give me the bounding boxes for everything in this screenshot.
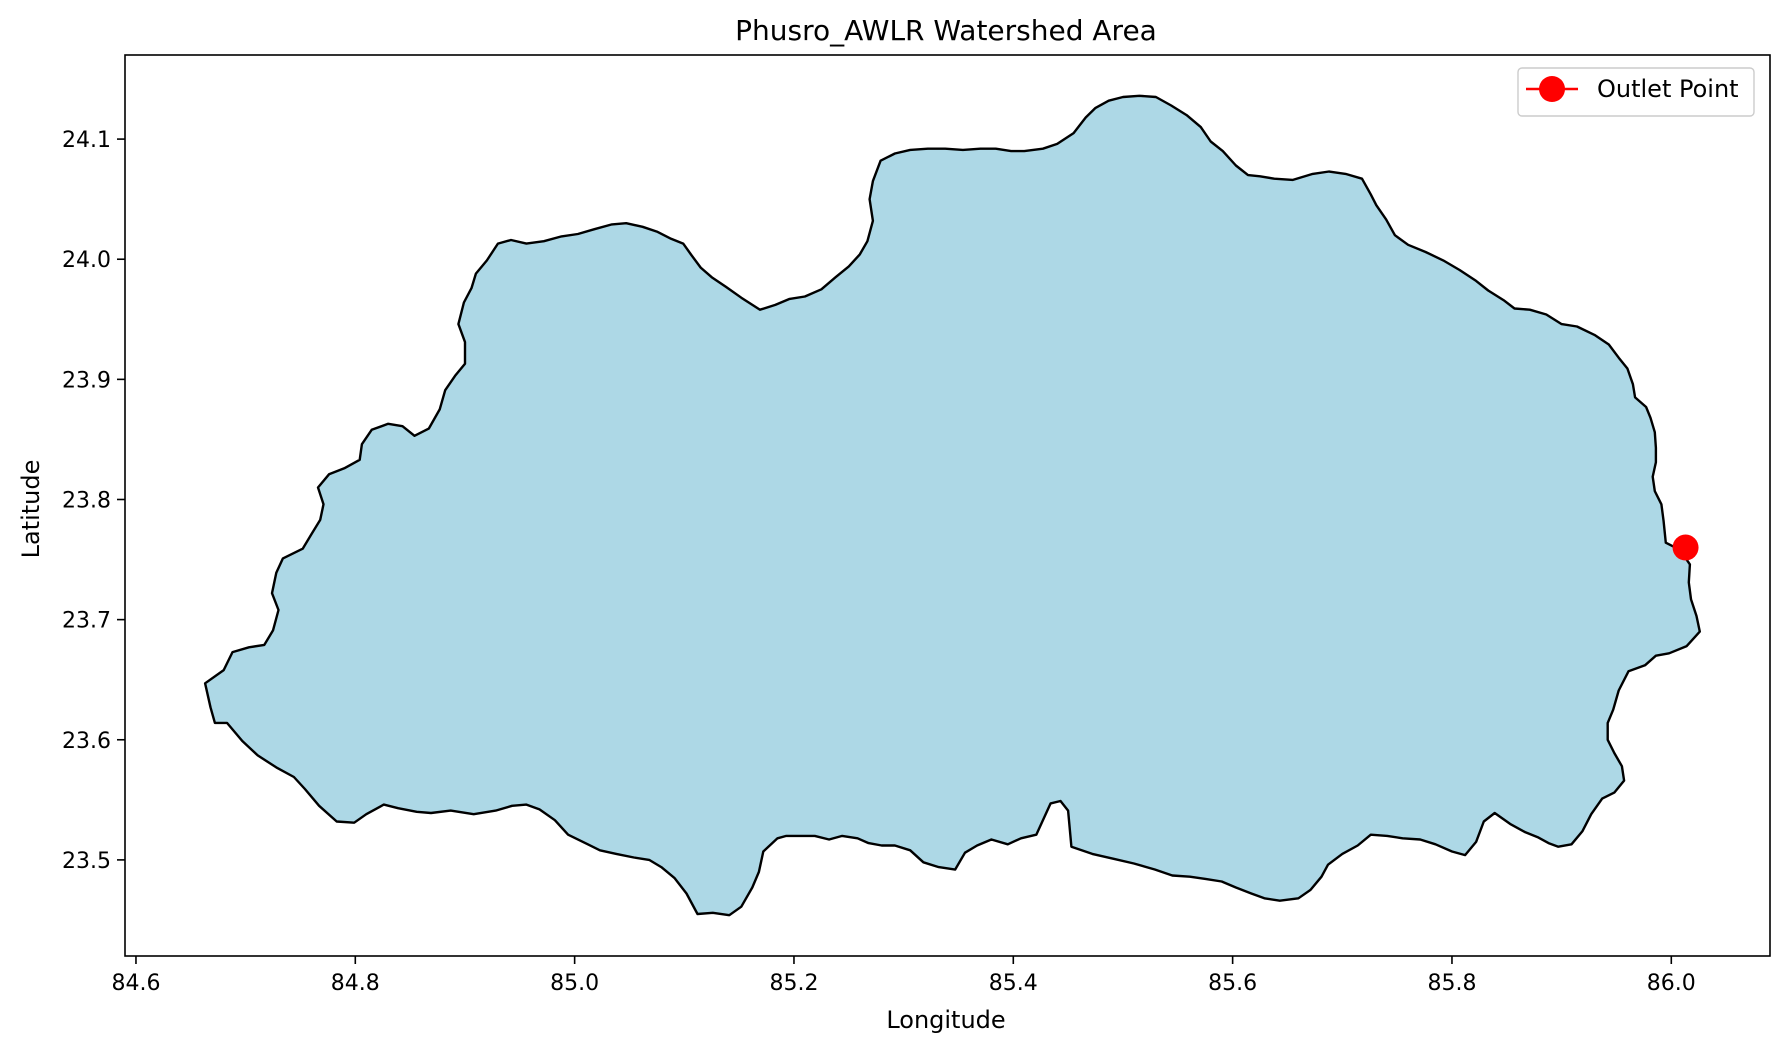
y-tick-label: 23.7 xyxy=(62,609,111,634)
watershed-boundary xyxy=(203,94,1702,917)
x-axis-ticks: 84.6 84.8 85.0 85.2 85.4 85.6 85.8 86.0 xyxy=(111,956,1696,996)
legend-outlet-label: Outlet Point xyxy=(1597,75,1739,103)
legend-outlet-marker xyxy=(1539,76,1565,102)
x-tick-label: 86.0 xyxy=(1647,971,1696,996)
y-tick-label: 23.8 xyxy=(62,488,111,513)
x-tick-label: 84.8 xyxy=(331,971,380,996)
y-axis-ticks: 23.5 23.6 23.7 23.8 23.9 24.0 24.1 xyxy=(62,128,125,874)
legend: Outlet Point xyxy=(1517,67,1755,117)
legend-box xyxy=(1517,67,1755,117)
x-tick-label: 85.0 xyxy=(550,971,599,996)
axes-frame xyxy=(124,54,1771,957)
chart-title: Phusro_AWLR Watershed Area xyxy=(735,14,1157,47)
y-tick-label: 24.1 xyxy=(62,128,111,153)
x-tick-label: 85.4 xyxy=(989,971,1038,996)
outlet-point-marker xyxy=(1672,534,1699,561)
x-tick-label: 84.6 xyxy=(111,971,160,996)
plot-area xyxy=(203,94,1702,917)
y-tick-label: 23.9 xyxy=(62,368,111,393)
x-axis-label: Longitude xyxy=(886,1006,1005,1034)
y-tick-label: 23.5 xyxy=(62,849,111,874)
y-axis-label: Latitude xyxy=(17,460,45,559)
y-tick-label: 24.0 xyxy=(62,248,111,273)
y-tick-label: 23.6 xyxy=(62,729,111,754)
x-tick-label: 85.8 xyxy=(1427,971,1476,996)
x-tick-label: 85.6 xyxy=(1208,971,1257,996)
x-tick-label: 85.2 xyxy=(769,971,818,996)
